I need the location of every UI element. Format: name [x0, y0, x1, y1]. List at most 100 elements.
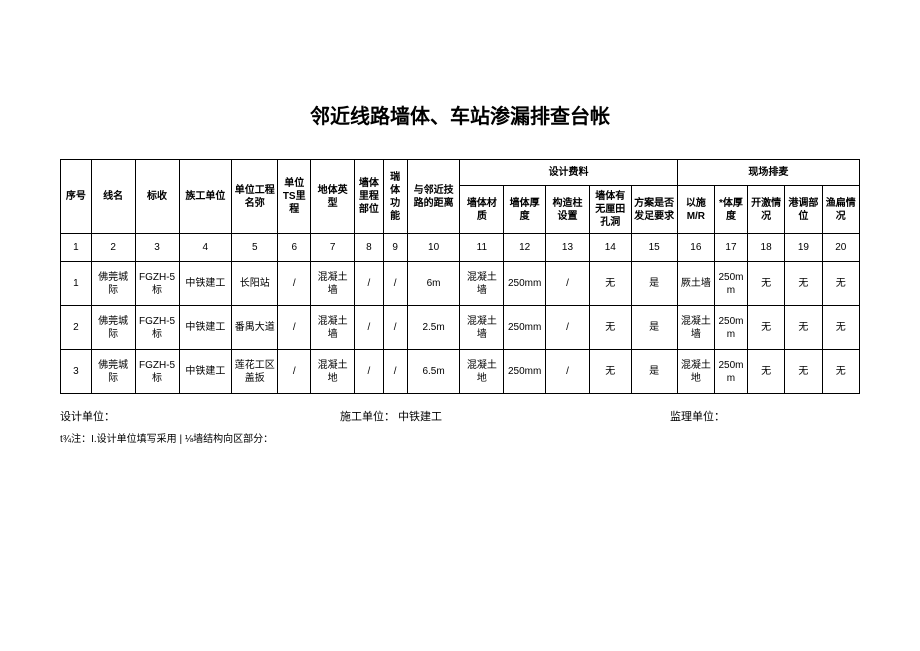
cell: 无 [822, 306, 859, 350]
cell: / [546, 262, 590, 306]
cell: 6.5m [407, 350, 460, 394]
cell: 混凝土墙 [311, 306, 355, 350]
th-distance: 与邻近技路的距离 [407, 160, 460, 234]
cell: / [355, 350, 384, 394]
cell: / [278, 262, 311, 306]
num-cell: 3 [135, 234, 179, 262]
cell: 混凝土墙 [460, 306, 504, 350]
page-title: 邻近线路墙体、车站渗漏排查台帐 [60, 100, 860, 129]
num-cell: 13 [546, 234, 590, 262]
cell: 2.5m [407, 306, 460, 350]
th-leak-pos: 港调部位 [785, 186, 822, 234]
num-cell: 16 [677, 234, 714, 262]
construct-unit: 施工单位： 中铁建工 [340, 408, 670, 424]
num-cell: 12 [504, 234, 546, 262]
cell: 无 [785, 350, 822, 394]
cell: 无 [589, 306, 631, 350]
cell: 无 [822, 350, 859, 394]
cell: 番禺大道 [232, 306, 278, 350]
cell: 中铁建工 [179, 350, 232, 394]
cell: 6m [407, 262, 460, 306]
cell: / [278, 306, 311, 350]
th-plan: 方案是否发足要求 [631, 186, 677, 234]
num-cell: 18 [747, 234, 784, 262]
cell: 无 [747, 350, 784, 394]
cell: 250mm [715, 306, 748, 350]
cell: 3 [61, 350, 92, 394]
th-unit: 族工单位 [179, 160, 232, 234]
cell: 1 [61, 262, 92, 306]
cell: FGZH-5标 [135, 350, 179, 394]
cell: 中铁建工 [179, 306, 232, 350]
num-cell: 19 [785, 234, 822, 262]
cell: 250mm [715, 262, 748, 306]
num-cell: 14 [589, 234, 631, 262]
th-thick2: *体厚度 [715, 186, 748, 234]
cell: 长阳站 [232, 262, 278, 306]
th-hole: 墙体有无厘田孔洞 [589, 186, 631, 234]
cell: / [383, 306, 407, 350]
th-site-group: 现场排麦 [677, 160, 859, 186]
cell: / [355, 262, 384, 306]
cell: 250mm [715, 350, 748, 394]
num-cell: 5 [232, 234, 278, 262]
cell: 是 [631, 306, 677, 350]
num-cell: 15 [631, 234, 677, 262]
cell: 佛莞城际 [91, 262, 135, 306]
num-cell: 9 [383, 234, 407, 262]
th-thickness: 墙体厚度 [504, 186, 546, 234]
cell: 混凝土墙 [460, 262, 504, 306]
supervise-unit-label: 监理单位： [670, 408, 725, 424]
th-section: 标收 [135, 160, 179, 234]
table-row: 2 佛莞城际 FGZH-5标 中铁建工 番禺大道 / 混凝土墙 / / 2.5m… [61, 306, 860, 350]
construct-unit-value: 中铁建工 [398, 411, 442, 423]
cell: / [383, 262, 407, 306]
num-cell: 4 [179, 234, 232, 262]
th-mileage: 单位TS里程 [278, 160, 311, 234]
footer: 设计单位： 施工单位： 中铁建工 监理单位： t¾注：I.设计单位填写采用 | … [60, 408, 860, 445]
th-line: 线名 [91, 160, 135, 234]
cell: 佛莞城际 [91, 350, 135, 394]
cell: 是 [631, 262, 677, 306]
footer-units: 设计单位： 施工单位： 中铁建工 监理单位： [60, 408, 860, 424]
cell: 250mm [504, 306, 546, 350]
cell: 莲花工区盖扳 [232, 350, 278, 394]
header-row-1: 序号 线名 标收 族工单位 单位工程名弥 单位TS里程 地体英型 墙体里程部位 … [61, 160, 860, 186]
num-cell: 8 [355, 234, 384, 262]
inspection-table: 序号 线名 标收 族工单位 单位工程名弥 单位TS里程 地体英型 墙体里程部位 … [60, 159, 860, 394]
cell: 无 [785, 262, 822, 306]
cell: 250mm [504, 350, 546, 394]
table-body: 1 佛莞城际 FGZH-5标 中铁建工 长阳站 / 混凝土墙 / / 6m 混凝… [61, 262, 860, 394]
cell: / [355, 306, 384, 350]
th-seq: 序号 [61, 160, 92, 234]
cell: 250mm [504, 262, 546, 306]
cell: 无 [822, 262, 859, 306]
th-func: 瑞体功能 [383, 160, 407, 234]
num-cell: 10 [407, 234, 460, 262]
th-material: 墙体材质 [460, 186, 504, 234]
num-cell: 7 [311, 234, 355, 262]
cell: 无 [589, 350, 631, 394]
cell: / [383, 350, 407, 394]
num-cell: 2 [91, 234, 135, 262]
num-cell: 6 [278, 234, 311, 262]
table-row: 3 佛莞城际 FGZH-5标 中铁建工 莲花工区盖扳 / 混凝土地 / / 6.… [61, 350, 860, 394]
th-crack: 开激情况 [747, 186, 784, 234]
th-leak-stat: 渔扁情况 [822, 186, 859, 234]
cell: FGZH-5标 [135, 306, 179, 350]
cell: 混凝土地 [460, 350, 504, 394]
th-project: 单位工程名弥 [232, 160, 278, 234]
number-row: 1 2 3 4 5 6 7 8 9 10 11 12 13 14 15 16 1… [61, 234, 860, 262]
th-design-group: 设计费料 [460, 160, 677, 186]
th-wall-mile: 墙体里程部位 [355, 160, 384, 234]
num-cell: 20 [822, 234, 859, 262]
cell: 混凝土墙 [677, 306, 714, 350]
num-cell: 17 [715, 234, 748, 262]
design-unit-label: 设计单位： [60, 408, 340, 424]
num-cell: 11 [460, 234, 504, 262]
th-column: 构造柱设置 [546, 186, 590, 234]
table-row: 1 佛莞城际 FGZH-5标 中铁建工 长阳站 / 混凝土墙 / / 6m 混凝… [61, 262, 860, 306]
cell: 无 [747, 306, 784, 350]
cell: 佛莞城际 [91, 306, 135, 350]
num-cell: 1 [61, 234, 92, 262]
